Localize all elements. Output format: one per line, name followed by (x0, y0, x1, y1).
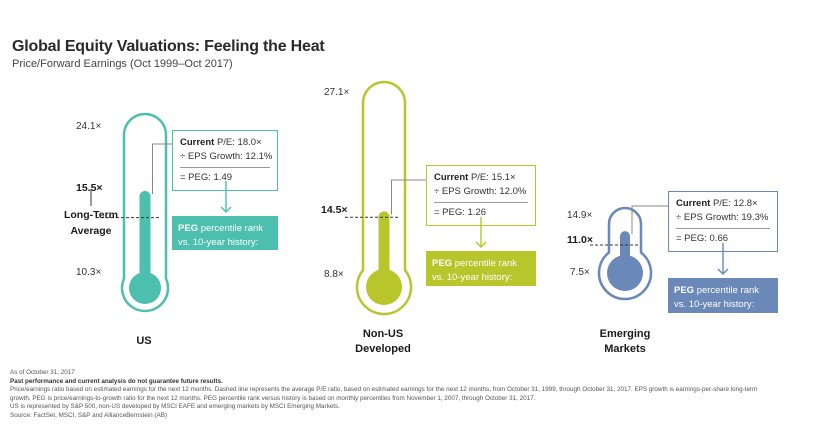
nonus-connector-line (391, 179, 426, 215)
chart-subtitle: Price/Forward Earnings (Oct 1999–Oct 201… (12, 58, 233, 70)
nonus-eps-row: ÷ EPS Growth: 12.0% (434, 186, 527, 197)
em-peg-rank-box: PEG percentile rank vs. 10-year history:… (668, 278, 778, 324)
us-pe-row: Current P/E: 18.0× (180, 136, 270, 150)
nonus-region-label: Non-US Developed (338, 327, 428, 357)
nonus-region-line2: Developed (355, 343, 411, 355)
nonus-peg-word: PEG (432, 258, 453, 269)
us-peg-rank-line2: vs. 10-year history: 78% (178, 237, 259, 262)
em-low-label: 7.5× (570, 267, 590, 278)
nonus-region-line1: Non-US (362, 328, 404, 340)
em-region-line1: Emerging (599, 328, 651, 340)
nonus-peg-rank-line2: vs. 10-year history: 45% (432, 272, 513, 297)
nonus-peg-row: = PEG: 1.26 (434, 202, 528, 220)
em-region-label: Emerging Markets (585, 327, 665, 357)
em-thermometer-outline (597, 206, 653, 301)
em-pe-text: P/E: 12.8× (712, 198, 758, 209)
nonus-high-label: 27.1× (324, 87, 350, 98)
em-high-label: 14.9× (567, 210, 593, 221)
nonus-pe-row: Current P/E: 15.1× (434, 171, 528, 185)
us-current-word: Current (180, 137, 215, 148)
em-pe-row: Current P/E: 12.8× (676, 197, 770, 211)
long-term-average-label: Long-Term Average (63, 209, 119, 237)
em-eps-row: ÷ EPS Growth: 19.3% (676, 212, 769, 223)
nonus-pe-text: P/E: 15.1× (470, 172, 516, 183)
us-pe-text: P/E: 18.0× (216, 137, 262, 148)
us-thermometer-bulb (129, 272, 161, 304)
us-peg-rank-line1: percentile rank (200, 223, 264, 234)
em-region-line2: Markets (604, 343, 646, 355)
us-low-label: 10.3× (76, 267, 102, 278)
us-high-label: 24.1× (76, 121, 102, 132)
footnotes: As of October 31, 2017 Past performance … (10, 369, 810, 421)
us-eps-row: ÷ EPS Growth: 12.1% (180, 151, 273, 162)
nonus-average-value: 14.5× (321, 204, 348, 216)
us-average-value: 15.5× (76, 182, 103, 194)
us-thermometer-fill (139, 190, 151, 288)
nonus-thermometer-fill (378, 211, 390, 287)
us-down-arrow-icon (220, 206, 232, 213)
em-peg-word: PEG (674, 285, 695, 296)
us-connector-line (152, 143, 172, 194)
as-of-note: As of October 31, 2017 (10, 369, 75, 376)
method-note-1: Price/earnings ratio based on estimated … (10, 386, 758, 394)
nonus-down-arrow-icon (475, 241, 487, 248)
em-peg-rank-line2: vs. 10-year history: 31% (674, 299, 755, 324)
chart-title: Global Equity Valuations: Feeling the He… (12, 38, 325, 55)
em-peg-row: = PEG: 0.66 (676, 228, 770, 246)
nonus-thermometer-outline (355, 80, 413, 316)
nonus-peg-rank-box: PEG percentile rank vs. 10-year history:… (426, 251, 536, 297)
em-thermometer-bulb (607, 255, 643, 291)
us-current-box: Current P/E: 18.0× ÷ EPS Growth: 12.1% =… (172, 130, 278, 191)
nonus-current-box: Current P/E: 15.1× ÷ EPS Growth: 12.0% =… (426, 165, 536, 226)
us-peg-word: PEG (178, 223, 199, 234)
us-thermometer-outline (120, 112, 170, 313)
us-peg-row: = PEG: 1.49 (180, 167, 270, 185)
source-note: Source: FactSet, MSCI, S&P and AllianceB… (10, 411, 168, 419)
us-region-label: US (114, 334, 174, 349)
em-current-box: Current P/E: 12.8× ÷ EPS Growth: 19.3% =… (668, 191, 778, 252)
disclaimer-note: Past performance and current analysis do… (10, 377, 223, 385)
us-peg-rank-box: PEG percentile rank vs. 10-year history:… (172, 216, 278, 262)
nonus-peg-rank-line1: percentile rank (454, 258, 518, 269)
em-down-arrow-icon (717, 268, 729, 275)
em-peg-rank-line1: percentile rank (696, 285, 760, 296)
nonus-current-word: Current (434, 172, 469, 183)
index-note: US is represented by S&P 500, non-US dev… (10, 403, 340, 411)
em-connector-line (631, 205, 668, 235)
nonus-low-label: 8.8× (324, 269, 344, 280)
em-current-word: Current (676, 198, 711, 209)
nonus-thermometer-bulb (366, 269, 402, 305)
em-average-value: 11.0× (567, 234, 593, 246)
us-region-line: US (136, 335, 152, 347)
method-note-2: growth. PEG is price/earnings-to-growth … (10, 394, 536, 402)
